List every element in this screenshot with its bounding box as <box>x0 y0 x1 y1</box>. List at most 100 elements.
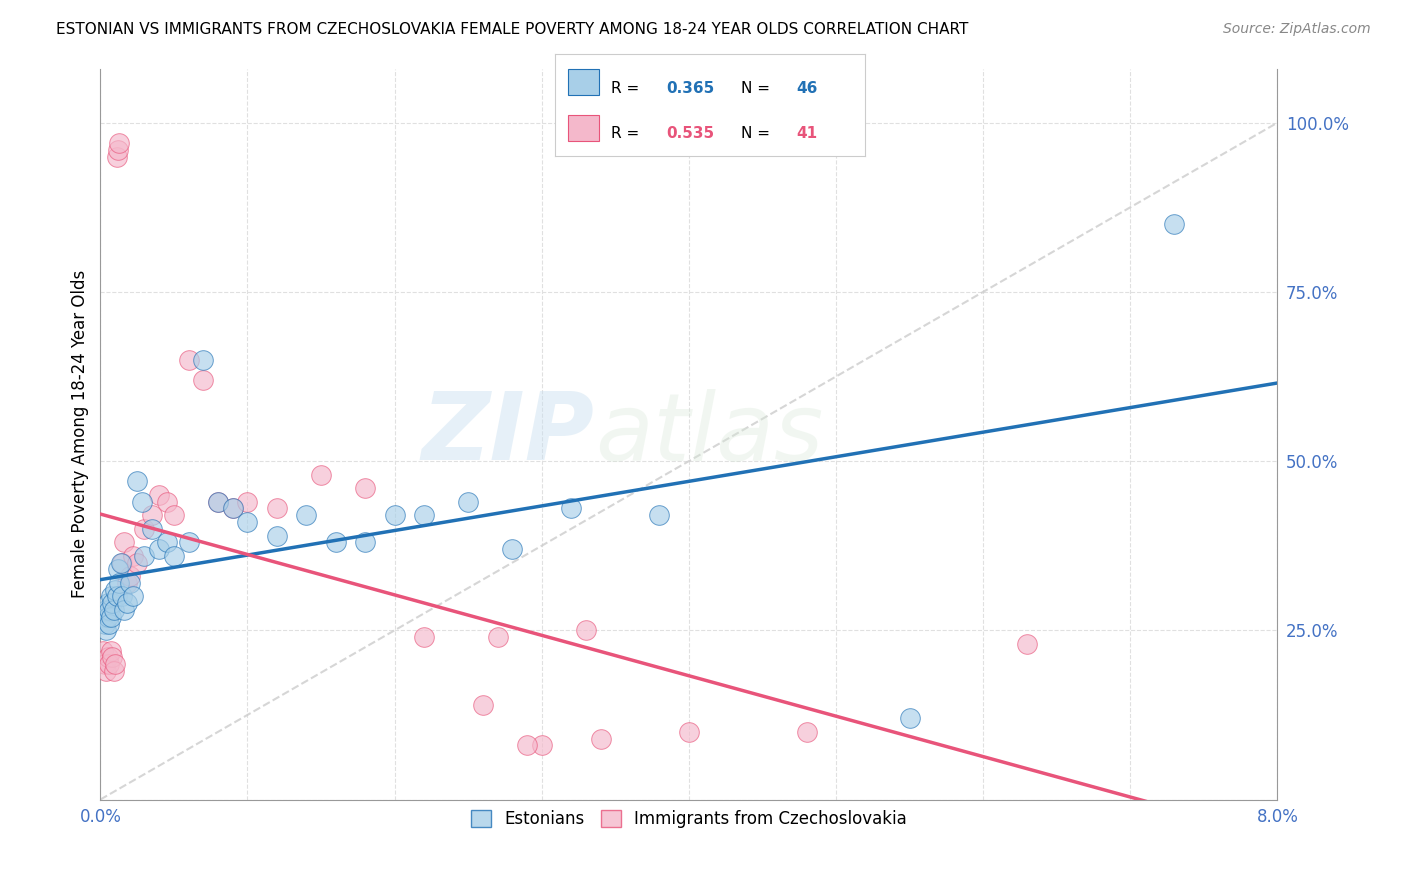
Point <box>354 535 377 549</box>
Point <box>112 535 135 549</box>
Point <box>575 624 598 638</box>
Point <box>384 508 406 523</box>
Point <box>107 562 129 576</box>
Point <box>266 501 288 516</box>
Y-axis label: Female Poverty Among 18-24 Year Olds: Female Poverty Among 18-24 Year Olds <box>72 270 89 599</box>
Point <box>134 549 156 563</box>
Text: atlas: atlas <box>595 389 823 480</box>
Point <box>486 630 509 644</box>
Point <box>155 494 177 508</box>
Text: N =: N = <box>741 81 770 96</box>
Point <box>413 508 436 523</box>
Point <box>898 711 921 725</box>
Point <box>354 481 377 495</box>
Point <box>96 624 118 638</box>
Point <box>100 609 122 624</box>
Point <box>177 352 200 367</box>
Point <box>155 535 177 549</box>
Point <box>94 657 117 672</box>
Point <box>100 590 122 604</box>
Point <box>98 657 121 672</box>
Point <box>193 373 215 387</box>
Point <box>457 494 479 508</box>
Point <box>236 494 259 508</box>
Point <box>111 556 134 570</box>
Point <box>104 582 127 597</box>
Point <box>1017 637 1039 651</box>
Point <box>118 576 141 591</box>
Point <box>94 616 117 631</box>
Point <box>236 515 259 529</box>
Point <box>177 535 200 549</box>
Point <box>105 149 128 163</box>
Point <box>121 590 143 604</box>
Point <box>530 739 553 753</box>
Point <box>91 643 114 657</box>
Point <box>118 569 141 583</box>
Point <box>103 664 125 678</box>
Point <box>127 475 149 489</box>
Point <box>163 549 186 563</box>
Point <box>111 590 134 604</box>
Point <box>101 650 124 665</box>
Point <box>207 494 229 508</box>
Point <box>105 590 128 604</box>
Point <box>96 664 118 678</box>
Point <box>104 657 127 672</box>
Text: R =: R = <box>612 81 640 96</box>
Point <box>100 643 122 657</box>
Text: 0.535: 0.535 <box>666 126 714 141</box>
Point <box>127 556 149 570</box>
Text: 46: 46 <box>797 81 818 96</box>
Point <box>678 724 700 739</box>
Point <box>148 488 170 502</box>
Bar <box>568 115 599 141</box>
Text: ESTONIAN VS IMMIGRANTS FROM CZECHOSLOVAKIA FEMALE POVERTY AMONG 18-24 YEAR OLDS : ESTONIAN VS IMMIGRANTS FROM CZECHOSLOVAK… <box>56 22 969 37</box>
Point <box>108 136 131 150</box>
Bar <box>568 69 599 95</box>
Point <box>107 143 129 157</box>
Point <box>222 501 245 516</box>
Point <box>91 609 114 624</box>
Point <box>413 630 436 644</box>
Point <box>98 616 121 631</box>
Point <box>1163 217 1185 231</box>
Point <box>97 609 120 624</box>
Point <box>589 731 612 746</box>
Point <box>266 528 288 542</box>
Point <box>141 508 163 523</box>
Point <box>207 494 229 508</box>
Text: Source: ZipAtlas.com: Source: ZipAtlas.com <box>1223 22 1371 37</box>
Point <box>648 508 671 523</box>
Point <box>560 501 582 516</box>
Point <box>516 739 538 753</box>
Point <box>471 698 494 712</box>
Point <box>148 542 170 557</box>
Point <box>501 542 523 557</box>
Text: ZIP: ZIP <box>422 388 595 480</box>
Point <box>101 596 124 610</box>
Point <box>309 467 332 482</box>
Point <box>115 576 138 591</box>
Point <box>193 352 215 367</box>
Point <box>325 535 347 549</box>
Point <box>141 522 163 536</box>
Point <box>295 508 318 523</box>
Point <box>121 549 143 563</box>
Point <box>163 508 186 523</box>
Legend: Estonians, Immigrants from Czechoslovakia: Estonians, Immigrants from Czechoslovaki… <box>464 804 914 835</box>
Point <box>110 556 132 570</box>
Point <box>796 724 818 739</box>
Text: N =: N = <box>741 126 770 141</box>
Point <box>112 603 135 617</box>
Point <box>97 596 120 610</box>
Point <box>222 501 245 516</box>
Point <box>97 650 120 665</box>
Point <box>98 603 121 617</box>
Point <box>134 522 156 536</box>
Point <box>131 494 153 508</box>
Point <box>108 576 131 591</box>
Point <box>103 603 125 617</box>
Text: 41: 41 <box>797 126 818 141</box>
Text: R =: R = <box>612 126 640 141</box>
